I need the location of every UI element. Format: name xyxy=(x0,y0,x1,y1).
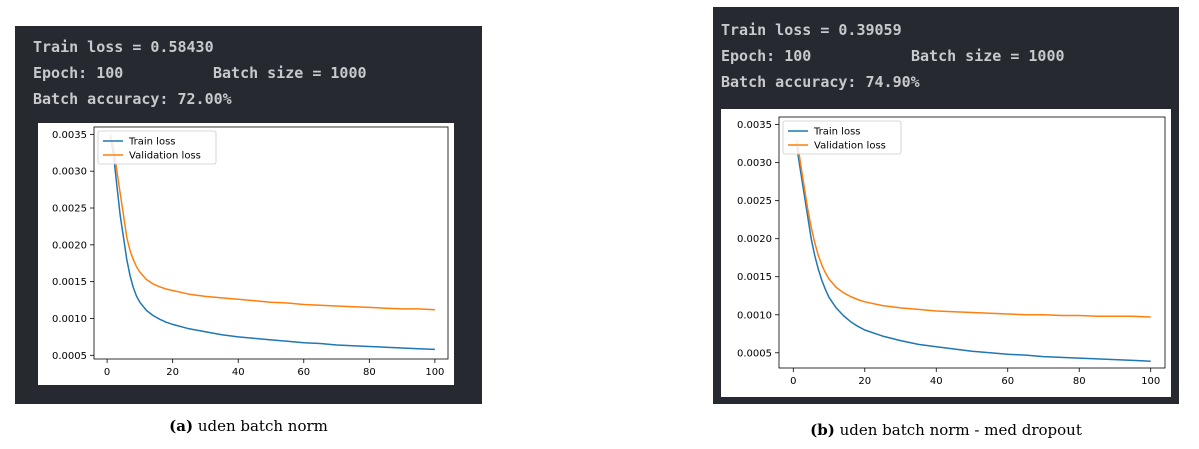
legend-box xyxy=(782,120,902,155)
y-tick-label: 0.0025 xyxy=(52,204,87,215)
x-tick-label: 40 xyxy=(930,376,943,387)
batch-accuracy-line: Batch accuracy: 72.00% xyxy=(33,90,232,108)
loss-chart-a: 0.0005 0.0010 0.0015 0.0020 0.0025 0.0030 0.00… xyxy=(52,126,449,378)
caption-b: (b) uden batch norm - med dropout xyxy=(713,421,1179,439)
y-tick-label: 0.0035 xyxy=(737,120,772,131)
x-tick-label: 0 xyxy=(790,376,796,387)
y-tick-label: 0.0020 xyxy=(52,240,87,251)
x-tick-label: 20 xyxy=(166,367,179,378)
batch-accuracy-line: Batch accuracy: 74.90% xyxy=(721,73,920,91)
legend-box xyxy=(97,130,217,165)
x-tick-label: 100 xyxy=(1141,376,1160,387)
legend-label: Validation loss xyxy=(814,141,886,152)
caption-label: (a) xyxy=(169,417,194,435)
train-loss-line-series xyxy=(109,134,435,351)
x-tick-label: 60 xyxy=(1001,376,1014,387)
y-tick-label: 0.0035 xyxy=(52,130,87,141)
caption-a: (a) uden batch norm xyxy=(15,417,482,435)
x-tick-label: 40 xyxy=(232,367,245,378)
notebook-output-b: Train loss = 0.39059 Epoch: 100 Batch si… xyxy=(713,7,1179,404)
x-tick-label: 80 xyxy=(1073,376,1086,387)
axes-frame xyxy=(778,116,1166,369)
validation-loss-line-series xyxy=(109,134,435,311)
loss-chart-b: 0.0005 0.0010 0.0015 0.0020 0.0025 0.0030 0.00… xyxy=(737,116,1166,387)
legend-label: Validation loss xyxy=(129,151,201,162)
plot-area-a: 0.0005 0.0010 0.0015 0.0020 0.0025 0.0030 0.00… xyxy=(38,123,454,385)
plot-area-b: 0.0005 0.0010 0.0015 0.0020 0.0025 0.0030 0.00… xyxy=(721,109,1171,397)
y-tick-label: 0.0030 xyxy=(52,167,87,178)
x-tick-label: 100 xyxy=(425,367,444,378)
epoch-label: Epoch: 100 xyxy=(33,64,124,82)
y-tick-label: 0.0005 xyxy=(737,348,772,359)
y-tick-label: 0.0015 xyxy=(52,277,87,288)
y-tick-label: 0.0025 xyxy=(737,196,772,207)
x-tick-label: 0 xyxy=(104,367,110,378)
legend-label: Train loss xyxy=(128,137,176,148)
x-tick-label: 80 xyxy=(363,367,376,378)
batch-size-label: Batch size = 1000 xyxy=(213,64,367,82)
y-tick-label: 0.0010 xyxy=(52,314,87,325)
train-loss-line-series xyxy=(796,147,1151,362)
notebook-output-a: Train loss = 0.58430 Epoch: 100 Batch si… xyxy=(15,26,482,404)
x-tick-label: 20 xyxy=(858,376,871,387)
validation-loss-line-series xyxy=(796,139,1151,318)
y-tick-label: 0.0010 xyxy=(737,310,772,321)
caption-label: (b) xyxy=(810,421,835,439)
panel-a: Train loss = 0.58430 Epoch: 100 Batch si… xyxy=(15,26,482,442)
y-tick-label: 0.0015 xyxy=(737,272,772,283)
y-tick-label: 0.0020 xyxy=(737,234,772,245)
legend-label: Train loss xyxy=(813,127,861,138)
panel-b: Train loss = 0.39059 Epoch: 100 Batch si… xyxy=(713,7,1179,442)
train-loss-line: Train loss = 0.58430 xyxy=(33,38,214,56)
caption-text: uden batch norm xyxy=(193,417,328,435)
epoch-label: Epoch: 100 xyxy=(721,47,812,65)
x-tick-label: 60 xyxy=(297,367,310,378)
y-tick-label: 0.0030 xyxy=(737,158,772,169)
caption-text: uden batch norm - med dropout xyxy=(834,421,1082,439)
train-loss-line: Train loss = 0.39059 xyxy=(721,21,902,39)
y-tick-label: 0.0005 xyxy=(52,351,87,362)
axes-frame xyxy=(93,126,449,360)
batch-size-label: Batch size = 1000 xyxy=(911,47,1065,65)
